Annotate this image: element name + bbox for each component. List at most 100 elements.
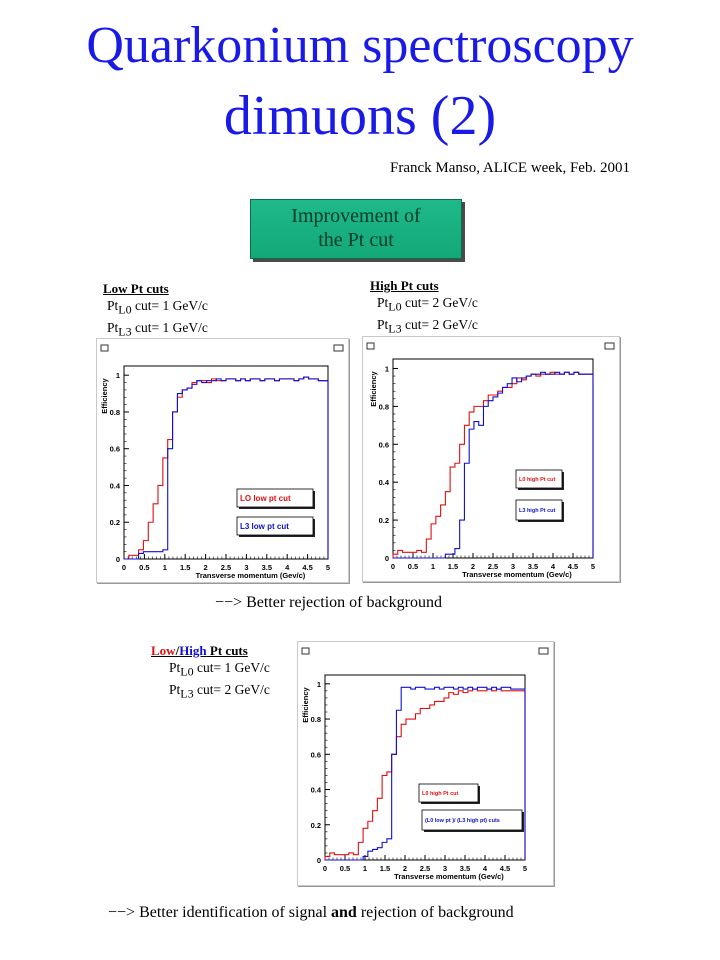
y-tick-label: 0.4: [311, 786, 322, 795]
canvas-icon-right: [538, 647, 549, 655]
canvas-icon-right: [333, 344, 344, 352]
y-tick-label: 0.8: [379, 402, 389, 411]
low-cuts-block: Low Pt cuts PtL0 cut= 1 GeV/c PtL3 cut= …: [103, 281, 208, 340]
y-axis-label: Efficiency: [100, 377, 109, 413]
improvement-box-line-2: the Pt cut: [318, 229, 394, 251]
x-tick-label: 3: [511, 562, 515, 571]
x-tick-label: 3: [244, 563, 248, 572]
canvas-icon-left: [301, 647, 310, 655]
mixed-cuts-l3: PtL3 cut= 2 GeV/c: [169, 681, 270, 701]
low-cuts-l0: PtL0 cut= 1 GeV/c: [107, 298, 208, 317]
mixed-low-label: Low: [151, 643, 176, 658]
y-tick-label: 0.2: [110, 518, 120, 527]
y-tick-label: 0.2: [311, 821, 321, 830]
note-identification: −−> Better identification of signal and …: [108, 904, 514, 921]
legend-label: L3 high Pt cut: [519, 508, 556, 514]
author-credit: Franck Manso, ALICE week, Feb. 2001: [390, 160, 630, 176]
high-cuts-block: High Pt cuts PtL0 cut= 2 GeV/c PtL3 cut=…: [370, 278, 478, 337]
x-tick-label: 4: [483, 864, 488, 873]
improvement-box-line-1: Improvement of: [291, 205, 421, 227]
x-axis-label: Transverse momentum (Gev/c): [462, 570, 572, 579]
x-axis-label: Transverse momentum (Gev/c): [394, 872, 504, 881]
x-tick-label: 4.5: [500, 864, 510, 873]
y-axis-label: Efficiency: [301, 686, 310, 722]
canvas-icon-left: [366, 342, 375, 350]
legend-label: L0 high Pt cut: [519, 477, 556, 483]
x-tick-label: 1.5: [380, 864, 390, 873]
y-tick-label: 0.6: [110, 445, 120, 454]
y-tick-label: 0.4: [379, 478, 390, 487]
legend-box: [515, 469, 563, 489]
x-tick-label: 2: [471, 562, 475, 571]
x-tick-label: 5: [591, 562, 595, 571]
chart-high-pt: 0 0.5 1 1.5 2 2.5 3 3.5 4 4.5 5 0 0.2 0.4 0.6 0.8 1 Trans…: [362, 336, 620, 582]
series-line-red: [324, 688, 526, 860]
x-tick-label: 1.5: [180, 563, 190, 572]
y-tick-label: 0.8: [311, 715, 321, 724]
y-tick-label: 0: [116, 555, 120, 564]
x-tick-label: 2.5: [221, 563, 231, 572]
legend-box: [236, 516, 314, 536]
x-tick-label: 1: [163, 563, 167, 572]
legend-label: (L0 low pt )/ (L3 high pt) cuts: [425, 818, 500, 824]
x-tick-label: 1.5: [448, 562, 458, 571]
improvement-box: Improvement of the Pt cut: [250, 199, 462, 259]
chart-low-pt: 0 0.5 1 1.5 2 2.5 3 3.5 4 4.5 5 0 0.2 0.4 0.6 0.8 1 Trans…: [96, 338, 349, 583]
high-cuts-l0: PtL0 cut= 2 GeV/c: [377, 295, 478, 314]
note-rejection: −−> Better rejection of background: [215, 594, 442, 611]
x-tick-label: 0.5: [408, 562, 418, 571]
x-tick-label: 3: [443, 864, 447, 873]
chart-frame: [392, 358, 594, 559]
legend-box: [421, 809, 523, 831]
x-tick-label: 5: [523, 864, 527, 873]
legend-label: L0 high Pt cut: [422, 791, 459, 797]
x-tick-label: 0.5: [340, 864, 350, 873]
x-tick-label: 3.5: [528, 562, 538, 571]
legend-label: LO low pt cut: [240, 494, 291, 503]
y-tick-label: 0.2: [379, 516, 389, 525]
legend-label: L3 low pt cut: [240, 522, 289, 531]
high-cuts-l3: PtL3 cut= 2 GeV/c: [377, 316, 478, 336]
high-cuts-header: High Pt cuts: [370, 278, 439, 293]
y-tick-label: 0.4: [110, 481, 121, 490]
y-tick-label: 0: [317, 856, 321, 865]
chart-frame: [324, 674, 526, 861]
x-tick-label: 0: [323, 864, 327, 873]
x-tick-label: 4.5: [568, 562, 578, 571]
canvas-icon-left: [100, 344, 109, 352]
y-tick-label: 1: [317, 680, 321, 689]
title-line-1: Quarkonium spectroscopy: [86, 17, 634, 74]
y-tick-label: 1: [116, 371, 120, 380]
x-tick-label: 2: [204, 563, 208, 572]
chart-mixed-pt: 0 0.5 1 1.5 2 2.5 3 3.5 4 4.5 5 0 0.2 0.4 0.6 0.8 1 Trans…: [297, 641, 554, 886]
title-line-2: dimuons (2): [223, 85, 497, 147]
chart-mixed-pt-svg: 0 0.5 1 1.5 2 2.5 3 3.5 4 4.5 5 0 0.2 0.4 0.6 0.8 1 Trans…: [301, 647, 549, 881]
x-tick-label: 5: [326, 563, 330, 572]
legend-box: [418, 783, 479, 803]
mixed-cuts-block: Low/High Pt cuts PtL0 cut= 1 GeV/c PtL3 …: [151, 643, 270, 702]
y-tick-label: 1: [385, 364, 389, 373]
y-tick-label: 0.6: [311, 750, 321, 759]
x-tick-label: 4: [285, 563, 290, 572]
x-tick-label: 0.5: [139, 563, 149, 572]
legend-box: [515, 499, 563, 521]
low-cuts-l3: PtL3 cut= 1 GeV/c: [107, 319, 208, 339]
x-tick-label: 2.5: [488, 562, 498, 571]
x-tick-label: 1: [363, 864, 367, 873]
canvas-icon-right: [604, 342, 615, 350]
mixed-cuts-header: Low/High Pt cuts: [151, 643, 248, 658]
y-tick-label: 0.8: [110, 408, 120, 417]
x-tick-label: 4.5: [302, 563, 312, 572]
x-tick-label: 2.5: [420, 864, 430, 873]
series-line-red: [392, 371, 594, 558]
x-tick-label: 1: [431, 562, 435, 571]
series-line-blue: [124, 376, 329, 560]
y-tick-label: 0.6: [379, 440, 389, 449]
series-line-blue: [393, 371, 594, 559]
x-tick-label: 3.5: [460, 864, 470, 873]
x-axis-label: Transverse momentum (Gev/c): [196, 571, 306, 580]
chart-low-pt-svg: 0 0.5 1 1.5 2 2.5 3 3.5 4 4.5 5 0 0.2 0.4 0.6 0.8 1 Trans…: [100, 344, 344, 580]
y-axis-label: Efficiency: [369, 370, 378, 406]
x-tick-label: 0: [122, 563, 126, 572]
mixed-high-label: High: [179, 643, 207, 658]
